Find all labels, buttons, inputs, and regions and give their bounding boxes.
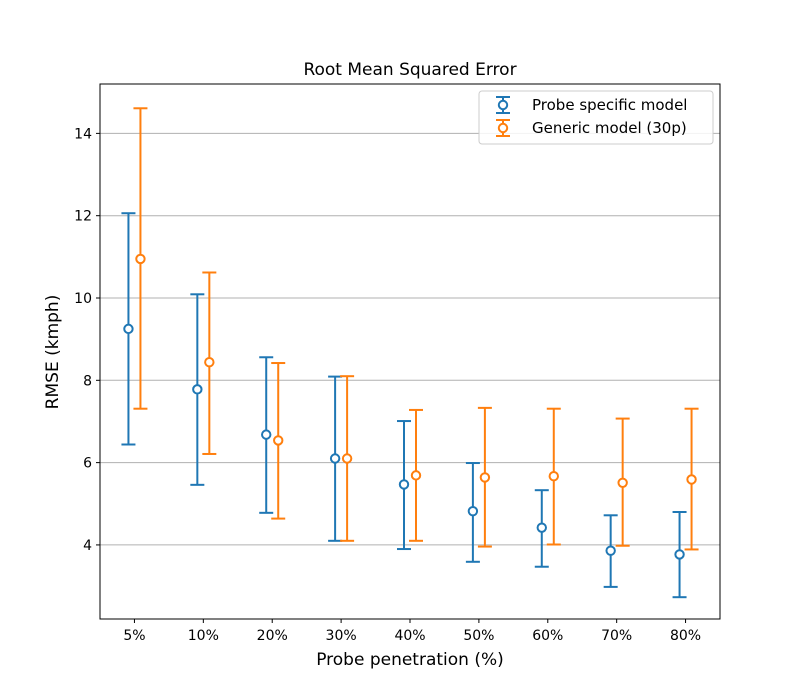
x-tick-label: 40% (394, 628, 425, 644)
data-point (617, 477, 628, 488)
x-tick-label: 10% (188, 628, 219, 644)
series-1 (121, 212, 687, 599)
data-point (329, 453, 341, 464)
legend-box (478, 90, 714, 145)
data-point (674, 549, 685, 560)
data-point (341, 453, 353, 464)
data-point (410, 470, 422, 481)
x-tick-label: 30% (326, 628, 357, 644)
legend-marker (497, 122, 509, 134)
legend-marker (497, 99, 509, 111)
data-point (398, 479, 410, 490)
legend-label: Probe specific model (532, 96, 687, 114)
x-tick-label: 5% (123, 628, 145, 644)
y-tick-label: 6 (83, 456, 92, 472)
x-tick-label: 80% (670, 628, 701, 644)
data-point (479, 472, 491, 483)
error-bars (121, 107, 699, 599)
x-tick-label: 60% (532, 628, 563, 644)
data-point (192, 384, 203, 395)
x-axis-label: Probe penetration (%) (316, 650, 504, 670)
data-point (204, 357, 215, 368)
data-point (536, 522, 547, 533)
y-tick-label: 4 (83, 538, 92, 554)
data-point (605, 545, 616, 556)
x-tick-label: 20% (257, 628, 288, 644)
y-tick-label: 12 (74, 209, 92, 225)
y-tick-label: 10 (74, 291, 92, 307)
y-tick-label: 14 (74, 126, 92, 142)
y-axis-label: RMSE (kmph) (43, 295, 63, 410)
y-axis-ticks: 4 6 8 10 12 14 (74, 126, 100, 554)
data-point (123, 323, 134, 335)
y-tick-label: 8 (83, 373, 92, 389)
x-tick-label: 70% (601, 628, 632, 644)
data-point (548, 470, 559, 482)
data-point (686, 474, 697, 485)
data-point (273, 435, 284, 446)
data-point (135, 253, 146, 265)
legend-label: Generic model (30p) (532, 119, 687, 137)
x-tick-label: 50% (463, 628, 494, 644)
x-axis-ticks: 5% 10% 20% 30% 40% 50% 60% 70% 80% (123, 619, 701, 644)
legend: Probe specific model Generic model (30p) (478, 90, 714, 145)
series-2 (133, 107, 699, 551)
chart-title: Root Mean Squared Error (303, 60, 516, 80)
data-point (467, 505, 479, 517)
data-point (261, 429, 272, 440)
